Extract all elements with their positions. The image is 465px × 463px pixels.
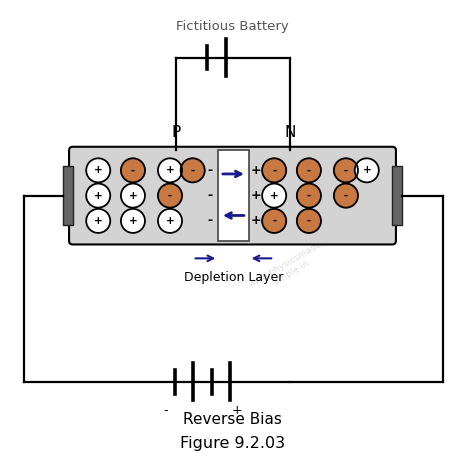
Text: +: + bbox=[250, 189, 261, 202]
Circle shape bbox=[180, 158, 205, 182]
Circle shape bbox=[121, 209, 145, 233]
Circle shape bbox=[262, 158, 286, 182]
Circle shape bbox=[121, 158, 145, 182]
Text: +: + bbox=[166, 216, 174, 226]
Text: Figure 9.2.03: Figure 9.2.03 bbox=[180, 437, 285, 451]
Text: +: + bbox=[94, 165, 103, 175]
Circle shape bbox=[297, 183, 321, 207]
Circle shape bbox=[86, 158, 110, 182]
Text: -: - bbox=[207, 214, 213, 227]
FancyBboxPatch shape bbox=[69, 147, 396, 244]
Circle shape bbox=[158, 209, 182, 233]
Text: +: + bbox=[362, 165, 371, 175]
Text: +: + bbox=[250, 164, 261, 177]
Bar bbox=[63, 166, 73, 225]
Circle shape bbox=[355, 158, 379, 182]
Text: -: - bbox=[307, 165, 311, 175]
Text: +: + bbox=[94, 191, 103, 200]
Text: Reverse Bias: Reverse Bias bbox=[183, 412, 282, 427]
Text: -: - bbox=[207, 189, 213, 202]
Text: +: + bbox=[129, 191, 137, 200]
Circle shape bbox=[158, 158, 182, 182]
Bar bbox=[392, 166, 402, 225]
Circle shape bbox=[121, 183, 145, 207]
Text: -: - bbox=[344, 165, 348, 175]
Text: Depletion Layer: Depletion Layer bbox=[184, 271, 283, 284]
Text: Fictitious Battery: Fictitious Battery bbox=[176, 20, 289, 33]
Circle shape bbox=[158, 183, 182, 207]
Bar bbox=[218, 150, 249, 241]
Text: -: - bbox=[272, 216, 276, 226]
Text: +: + bbox=[94, 216, 103, 226]
Text: -: - bbox=[307, 216, 311, 226]
Text: +: + bbox=[129, 216, 137, 226]
Circle shape bbox=[334, 183, 358, 207]
Text: -: - bbox=[168, 191, 172, 200]
Circle shape bbox=[262, 209, 286, 233]
Text: +: + bbox=[166, 165, 174, 175]
Circle shape bbox=[297, 158, 321, 182]
Text: -: - bbox=[131, 165, 135, 175]
Text: -: - bbox=[272, 165, 276, 175]
Text: +: + bbox=[250, 214, 261, 227]
Text: -: - bbox=[191, 165, 195, 175]
Text: +: + bbox=[232, 404, 242, 417]
Text: -: - bbox=[344, 191, 348, 200]
Circle shape bbox=[86, 183, 110, 207]
Text: -: - bbox=[163, 404, 167, 417]
Circle shape bbox=[334, 158, 358, 182]
Circle shape bbox=[262, 183, 286, 207]
Text: P: P bbox=[172, 125, 181, 140]
Text: +: + bbox=[270, 191, 279, 200]
Text: www.physicsmade
simple.in: www.physicsmade simple.in bbox=[247, 239, 329, 298]
Circle shape bbox=[297, 209, 321, 233]
Text: N: N bbox=[285, 125, 296, 140]
Circle shape bbox=[86, 209, 110, 233]
Text: -: - bbox=[307, 191, 311, 200]
Text: -: - bbox=[207, 164, 213, 177]
